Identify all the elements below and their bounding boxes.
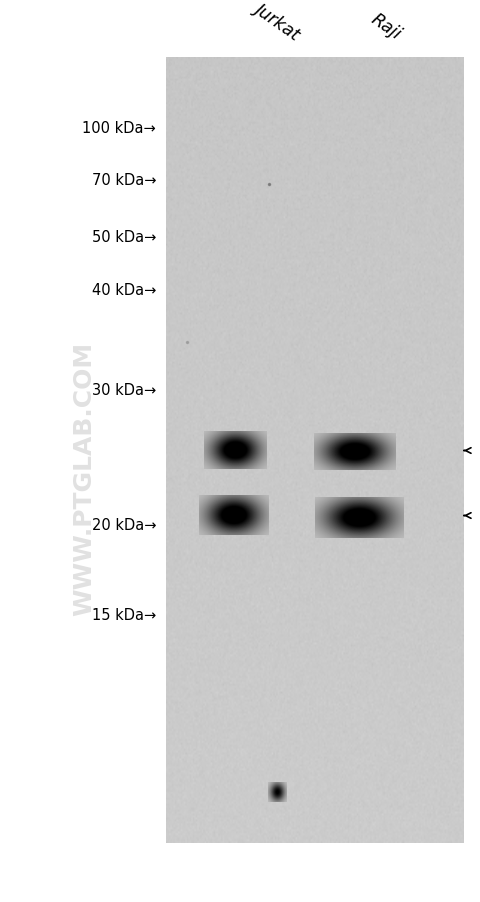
Text: 40 kDa→: 40 kDa→ (92, 283, 156, 298)
Text: WWW.PTGLAB.COM: WWW.PTGLAB.COM (72, 341, 96, 615)
Text: 50 kDa→: 50 kDa→ (92, 230, 156, 244)
Text: 15 kDa→: 15 kDa→ (92, 608, 156, 622)
Text: 30 kDa→: 30 kDa→ (92, 382, 156, 397)
Text: 100 kDa→: 100 kDa→ (82, 121, 156, 135)
Text: Jurkat: Jurkat (252, 0, 304, 43)
Text: 70 kDa→: 70 kDa→ (92, 173, 156, 188)
Text: 20 kDa→: 20 kDa→ (92, 518, 156, 532)
Text: Raji: Raji (367, 10, 404, 43)
